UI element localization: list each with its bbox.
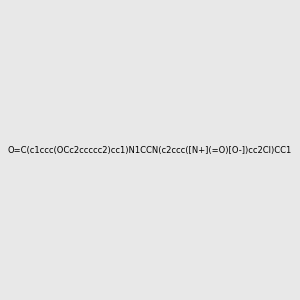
Text: O=C(c1ccc(OCc2ccccc2)cc1)N1CCN(c2ccc([N+](=O)[O-])cc2Cl)CC1: O=C(c1ccc(OCc2ccccc2)cc1)N1CCN(c2ccc([N+… <box>8 146 292 154</box>
